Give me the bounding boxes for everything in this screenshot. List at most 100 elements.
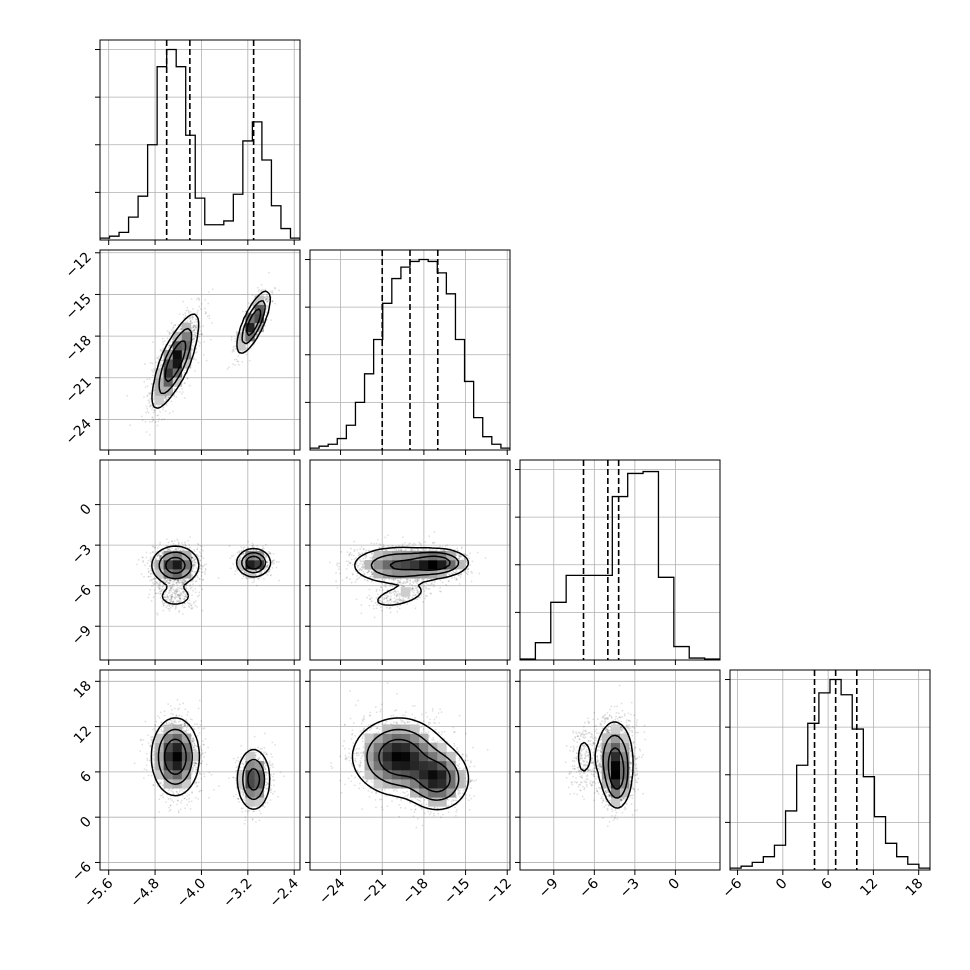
sample-point [175, 590, 178, 593]
sample-point [149, 552, 152, 555]
contour-line [164, 308, 262, 383]
sample-point [165, 399, 167, 402]
sample-point [193, 331, 196, 334]
contour-line [164, 555, 262, 575]
sample-point [150, 404, 153, 406]
sample-point [271, 290, 274, 292]
sample-point [180, 579, 183, 582]
density-cell [154, 569, 164, 579]
sample-point [160, 588, 163, 591]
sample-point [198, 570, 201, 573]
sample-point [167, 346, 170, 349]
sample-point [179, 585, 182, 588]
sample-point [153, 369, 155, 372]
sample-point [191, 556, 194, 559]
sample-point [175, 390, 178, 393]
sample-point [191, 327, 193, 330]
sample-point [194, 325, 197, 328]
sample-point [182, 583, 184, 586]
sample-point [136, 563, 138, 566]
sample-point [166, 549, 169, 551]
sample-point [169, 588, 172, 591]
sample-point [267, 298, 270, 301]
sample-point [241, 577, 244, 580]
sample-point [164, 396, 166, 399]
sample-point [234, 347, 237, 350]
sample-point [145, 556, 148, 559]
density-cell [245, 331, 255, 342]
density-cell [254, 295, 264, 305]
sample-point [178, 609, 181, 612]
sample-point [189, 602, 192, 605]
sample-point [147, 559, 150, 562]
sample-point [204, 312, 207, 315]
sample-point [175, 592, 177, 594]
sample-point [163, 579, 166, 582]
panel-frame [99, 459, 301, 661]
sample-point [163, 602, 165, 605]
sample-point [152, 564, 155, 567]
density-cell [245, 322, 255, 333]
sample-point [167, 579, 170, 581]
sample-point [171, 338, 174, 341]
sample-point [156, 582, 158, 585]
sample-point [184, 544, 187, 547]
sample-point [272, 563, 274, 565]
sample-point [191, 556, 193, 559]
sample-point [168, 344, 171, 347]
sample-point [199, 325, 201, 328]
density-cell [172, 377, 183, 387]
sample-point [168, 603, 171, 606]
sample-point [172, 600, 175, 603]
sample-point [197, 297, 200, 299]
sample-point [156, 547, 159, 550]
sample-point [192, 567, 194, 570]
sample-point [178, 587, 181, 590]
sample-point [174, 596, 176, 599]
sample-point [146, 410, 149, 413]
sample-point [180, 587, 183, 590]
sample-point [199, 567, 202, 570]
scatter-panel-2-0 [99, 459, 301, 661]
y-tick-label: −9 [69, 623, 95, 649]
sample-point [256, 333, 258, 336]
sample-point [153, 589, 156, 591]
sample-point [207, 291, 210, 293]
sample-point [171, 595, 173, 598]
sample-point [248, 342, 251, 345]
sample-point [172, 588, 175, 591]
sample-point [177, 539, 179, 542]
sample-point [158, 417, 161, 420]
sample-point [174, 578, 176, 581]
sample-point [164, 581, 167, 584]
contour-line [151, 545, 272, 605]
sample-point [168, 332, 171, 334]
sample-point [149, 404, 152, 407]
sample-point [198, 299, 201, 302]
sample-point [167, 396, 170, 399]
sample-point [179, 328, 182, 331]
sample-point [195, 570, 198, 573]
sample-point [266, 574, 269, 577]
sample-point [188, 544, 191, 546]
sample-point [148, 420, 151, 423]
sample-point [162, 604, 165, 606]
sample-point [197, 309, 199, 312]
y-tick-label: −24 [63, 416, 95, 448]
sample-point [248, 359, 251, 362]
sample-point [270, 319, 273, 321]
sample-point [155, 361, 157, 364]
sample-point [149, 572, 152, 575]
sample-point [186, 306, 189, 309]
density-cell [172, 560, 183, 570]
sample-point [230, 555, 233, 558]
sample-point [176, 589, 178, 592]
sample-point [160, 589, 163, 592]
sample-point [241, 360, 244, 363]
sample-point [259, 571, 261, 574]
sample-point [217, 577, 220, 580]
sample-point [270, 291, 273, 294]
sample-point [266, 301, 268, 303]
sample-point [266, 293, 268, 296]
sample-point [183, 606, 185, 609]
